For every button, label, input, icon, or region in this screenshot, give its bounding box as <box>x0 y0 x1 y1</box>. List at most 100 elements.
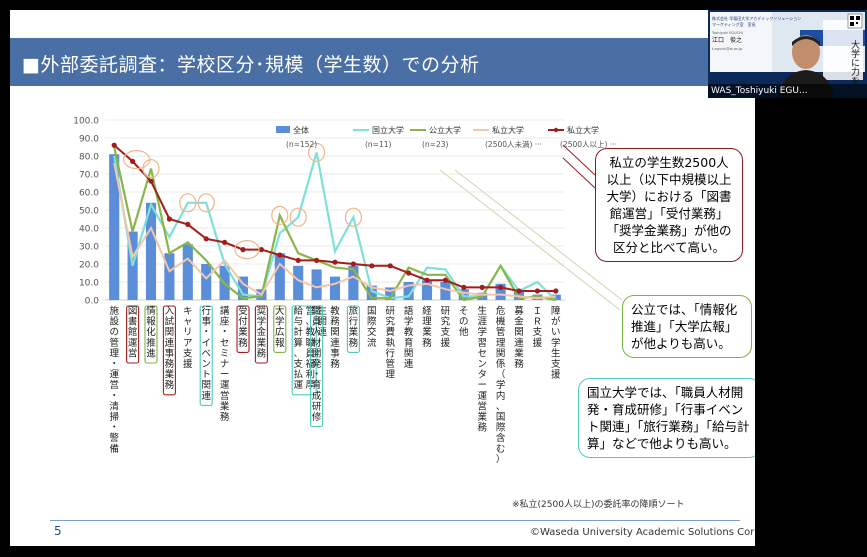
category-label-char: ト <box>201 370 211 381</box>
category-label-char: リ <box>183 327 193 338</box>
legend-label: 公立大学 <box>429 125 461 135</box>
category-label-char: 学 <box>477 326 487 338</box>
category-label-char: 教 <box>330 305 340 317</box>
category-label-char: 図 <box>128 306 138 317</box>
category-label-char: 事 <box>201 316 211 328</box>
category-label-char: 行 <box>349 316 359 328</box>
category-label-char: （ <box>496 369 506 381</box>
category-box <box>126 305 140 364</box>
title-banner: ■外部委託調査：学校区分･規模（学生数）での分析 <box>10 38 755 86</box>
category-label-char: ャ <box>183 317 193 328</box>
category-label-char: 交 <box>367 326 377 338</box>
category-box <box>162 305 176 396</box>
series-point <box>442 277 448 283</box>
category-label-char: 人 <box>312 327 322 338</box>
category-label-char: 金 <box>257 326 267 338</box>
category-label-char: 事 <box>330 347 340 359</box>
callout-connector <box>562 144 596 176</box>
presenter-video: 株式会社 早稲田大学アカデミックソリューション マーケティング室 室長 Tosh… <box>708 10 867 98</box>
category-label-char: 奨 <box>257 305 267 317</box>
category-label-char: 与 <box>293 317 303 328</box>
category-label-char: 開 <box>312 348 322 359</box>
card-title: マーケティング室 室長 <box>712 21 756 27</box>
category-label-char: 涯 <box>477 317 487 328</box>
series-point <box>498 284 504 290</box>
highlight-circle <box>179 193 197 213</box>
category-label-char: 含 <box>496 432 506 444</box>
series-line <box>113 163 556 300</box>
category-label-char: ・ <box>220 327 230 338</box>
category-label-char: 関 <box>404 348 414 359</box>
category-label-char: 営 <box>128 347 138 359</box>
category-label-char: 語 <box>404 305 414 317</box>
category-label-char: 支 <box>293 358 303 370</box>
category-label-char: 国 <box>367 306 377 317</box>
series-point <box>406 270 412 276</box>
category-label-char: 運 <box>293 380 303 391</box>
category-label-char: 営 <box>477 400 487 412</box>
y-tick-label: 0.0 <box>85 297 100 307</box>
highlight-circle <box>289 207 307 227</box>
name-card <box>710 12 772 72</box>
video-banner-text: 大学に力を <box>849 39 860 85</box>
bar <box>109 154 120 300</box>
category-label-char: 関 <box>496 348 506 359</box>
bar <box>329 276 341 300</box>
category-label-char: ミ <box>220 348 230 359</box>
bar <box>164 253 175 300</box>
category-label-char: ・ <box>109 391 119 402</box>
category-label-char: ナ <box>220 359 230 370</box>
category-label-char: 務 <box>165 379 175 391</box>
category-label-char: 理 <box>385 370 395 381</box>
category-label-char: 連 <box>514 337 524 349</box>
category-label-char: 情 <box>146 305 156 317</box>
category-label-char: 業 <box>165 369 175 381</box>
series-point <box>203 236 209 242</box>
legend-sublabel: (2500人未満) ··· <box>485 139 542 149</box>
highlight-circle <box>197 193 215 213</box>
category-label-char: 習 <box>477 338 487 349</box>
category-label-char: イ <box>201 338 211 349</box>
category-label-char: 学 <box>496 379 506 391</box>
category-label-char: 職 <box>312 306 322 317</box>
category-label-char: 務 <box>422 337 432 349</box>
bar <box>182 244 193 300</box>
category-label-char: 給 <box>293 305 303 317</box>
category-label-char: 生 <box>551 347 561 359</box>
legend-marker <box>553 127 559 133</box>
category-label-char: 理 <box>496 338 506 349</box>
series-point <box>516 288 522 294</box>
participant-name: WAS_Toshiyuki EGU... <box>708 84 867 98</box>
y-tick-label: 50.0 <box>79 207 99 217</box>
category-label-char: 金 <box>514 316 524 328</box>
category-label-char: 国 <box>496 412 506 423</box>
category-label-char: 援 <box>533 337 543 349</box>
series-point <box>130 158 136 164</box>
video-thumbnail[interactable]: 株式会社 早稲田大学アカデミックソリューション マーケティング室 室長 Tosh… <box>708 10 867 98</box>
callout-private: 私立の学生数2500人以上（以下中規模以上大学）における「図書館運営」「受付業務… <box>595 148 743 262</box>
series-point <box>240 247 246 253</box>
category-label-char: 募 <box>514 305 524 317</box>
series-line <box>113 146 557 302</box>
category-label-char: 行 <box>201 305 211 317</box>
bar <box>495 283 506 300</box>
callout-national: 国立大学では、「職員人材開発・育成研修」「行事イベント関連」「旅行業務」「給与計… <box>578 378 755 458</box>
bar <box>201 264 212 300</box>
category-box <box>291 305 317 396</box>
bar <box>293 265 304 300</box>
category-label-char: 費 <box>385 326 395 338</box>
category-label-char: 清 <box>109 400 119 412</box>
category-label-char: 学 <box>275 316 285 328</box>
category-label-char: 行 <box>385 347 395 359</box>
category-label-char: い <box>551 327 561 338</box>
category-label-char: 営 <box>220 390 230 402</box>
y-tick-label: 70.0 <box>79 171 99 181</box>
y-tick-label: 60.0 <box>79 189 99 199</box>
category-label-char: 研 <box>385 306 395 317</box>
series-point <box>369 263 375 269</box>
category-label-char: 広 <box>275 326 285 338</box>
category-label-char: ア <box>183 338 193 349</box>
category-label-char: 機 <box>496 316 506 328</box>
category-label-char: 務 <box>477 422 487 434</box>
category-label-char: ベ <box>201 348 211 359</box>
